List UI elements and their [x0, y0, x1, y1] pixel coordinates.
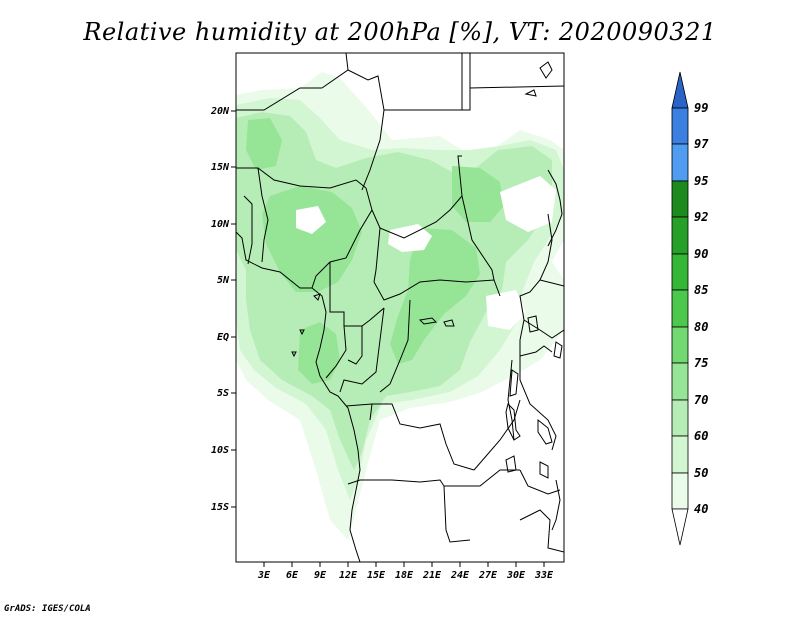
lon-label-18e: 18E	[395, 570, 414, 581]
latitude-axis	[231, 110, 236, 508]
colorbar-label-90: 90	[694, 247, 708, 261]
lat-label-eq: EQ	[217, 332, 229, 343]
lat-label-15s: 15S	[211, 502, 229, 513]
colorbar-label-70: 70	[694, 393, 708, 407]
colorbar-segment-70-75	[671, 362, 689, 401]
lat-label-10s: 10S	[211, 445, 229, 456]
colorbar-label-85: 85	[694, 283, 708, 297]
colorbar-segment-50-60	[671, 435, 689, 474]
colorbar-segment-75-80	[671, 326, 689, 364]
colorbar-segment-80-85	[671, 289, 689, 328]
colorbar-segment-60-70	[671, 399, 689, 437]
dry-gap	[486, 290, 526, 330]
lon-label-24e: 24E	[450, 570, 470, 581]
colorbar-label-75: 75	[694, 356, 708, 370]
latitude-labels: 20N 15N 10N 5N EQ 5S 10S 15S	[210, 106, 230, 513]
lon-label-30e: 30E	[506, 570, 526, 581]
colorbar-label-97: 97	[694, 137, 709, 151]
colorbar-segment-90-92	[671, 216, 689, 255]
lon-label-21e: 21E	[422, 570, 442, 581]
lat-label-20n: 20N	[210, 106, 230, 117]
longitude-labels: 3E 6E 9E 12E 15E 18E 21E 24E 27E 30E 33E	[257, 570, 554, 581]
lat-label-5s: 5S	[217, 388, 229, 399]
colorbar-segment-97-99	[671, 107, 689, 145]
colorbar-label-99: 99	[694, 101, 708, 115]
lon-label-15e: 15E	[367, 570, 386, 581]
dry-gap	[296, 206, 326, 234]
longitude-axis	[263, 562, 545, 567]
colorbar-labels: 99 97 95 92 90 85 80 75 70 60 50 40	[694, 101, 709, 516]
lat-label-15n: 15N	[211, 162, 230, 173]
rh-70-75-patch	[390, 228, 480, 364]
colorbar-segment-95-97	[671, 143, 689, 182]
colorbar-label-80: 80	[694, 320, 708, 334]
country-boundaries	[236, 53, 564, 562]
colorbar-segment-92-95	[671, 180, 689, 218]
colorbar-segment-85-90	[671, 253, 689, 291]
dry-gap	[388, 224, 432, 252]
lat-label-10n: 10N	[211, 219, 230, 230]
lon-label-6e: 6E	[286, 570, 299, 581]
lon-label-3e: 3E	[257, 570, 271, 581]
colorbar	[671, 71, 689, 546]
dry-gap	[500, 176, 556, 232]
lon-label-12e: 12E	[339, 570, 358, 581]
colorbar-label-92: 92	[694, 210, 708, 224]
colorbar-label-95: 95	[694, 174, 708, 188]
footer-credit: GrADS: IGES/COLA	[4, 604, 91, 614]
rh-70-75-patch	[246, 118, 282, 170]
rh-70-75-patch	[262, 186, 362, 292]
colorbar-over-arrow	[671, 71, 689, 109]
humidity-field	[236, 72, 564, 540]
lon-label-33e: 33E	[534, 570, 554, 581]
map-frame	[235, 52, 565, 563]
lat-label-5n: 5N	[217, 275, 230, 286]
colorbar-label-60: 60	[694, 429, 708, 443]
lon-label-9e: 9E	[314, 570, 327, 581]
map-title: Relative humidity at 200hPa [%], VT: 202…	[83, 18, 717, 46]
colorbar-label-40: 40	[694, 502, 708, 516]
colorbar-under-arrow	[671, 508, 689, 546]
colorbar-segment-40-50	[671, 472, 689, 510]
colorbar-label-50: 50	[694, 466, 708, 480]
lon-label-27e: 27E	[478, 570, 498, 581]
